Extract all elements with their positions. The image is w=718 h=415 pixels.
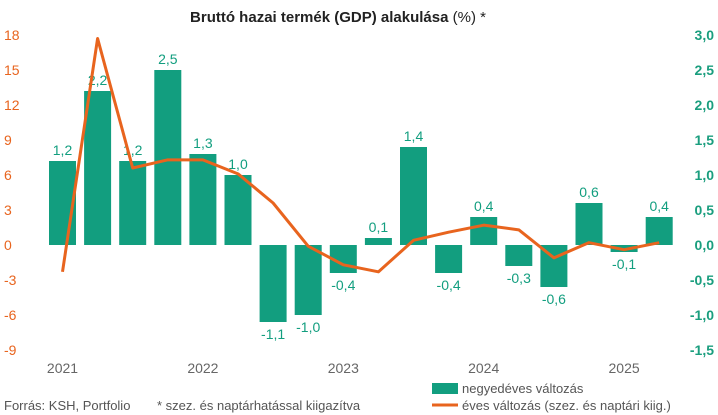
bar bbox=[259, 245, 287, 322]
bar-value-label: -0,1 bbox=[612, 256, 636, 272]
line-series-annual bbox=[61, 37, 660, 274]
bar-value-label: 1,3 bbox=[193, 135, 213, 151]
source-text: Forrás: KSH, Portfolio bbox=[4, 398, 130, 413]
bar-value-labels: 1,22,21,22,51,31,0-1,1 -1,0-0,40,11,4-0,4… bbox=[53, 51, 669, 342]
bar-value-label: 0,1 bbox=[369, 219, 389, 235]
right-axis-tick-label: 0,0 bbox=[695, 237, 715, 253]
left-axis-tick-label: 12 bbox=[4, 97, 20, 113]
legend-bar-swatch bbox=[432, 383, 458, 394]
bar bbox=[364, 238, 392, 245]
bar-value-label: 0,6 bbox=[579, 184, 599, 200]
bar-value-label: 0,4 bbox=[474, 198, 494, 214]
right-axis-tick-label: 1,5 bbox=[695, 132, 715, 148]
chart-title-main: Bruttó hazai termék (GDP) alakulása bbox=[190, 9, 449, 26]
right-axis-tick-label: 3,0 bbox=[695, 27, 715, 43]
chart-title: Bruttó hazai termék (GDP) alakulása (%) … bbox=[190, 9, 486, 26]
x-axis-tick-label: 2022 bbox=[187, 360, 218, 376]
legend: negyedéves változás éves változás (szez.… bbox=[432, 381, 671, 413]
bar-value-label: 1,4 bbox=[404, 128, 424, 144]
right-axis-tick-label: -1,5 bbox=[690, 342, 714, 358]
bar bbox=[435, 245, 463, 273]
footnote-text: * szez. és naptárhatással kiigazítva bbox=[157, 398, 361, 413]
bar-value-label: -1,1 bbox=[261, 326, 285, 342]
left-axis-tick-label: 15 bbox=[4, 62, 20, 78]
left-axis-tick-label: -6 bbox=[4, 307, 17, 323]
bar bbox=[119, 161, 147, 245]
bar bbox=[294, 245, 322, 315]
bar bbox=[505, 245, 533, 266]
bar-value-label: -0,4 bbox=[331, 277, 355, 293]
annual-change-line bbox=[61, 37, 660, 274]
bar-value-label: 1,0 bbox=[228, 156, 248, 172]
bar-value-label: -0,3 bbox=[507, 270, 531, 286]
left-axis-tick-label: -9 bbox=[4, 342, 17, 358]
bar-value-label: -1,0 bbox=[296, 319, 320, 335]
right-axis-tick-label: 0,5 bbox=[695, 202, 715, 218]
right-axis-tick-label: -0,5 bbox=[690, 272, 714, 288]
legend-bar-label: negyedéves változás bbox=[462, 381, 584, 396]
bar-series-quarterly bbox=[49, 70, 673, 322]
bar-value-label: -0,4 bbox=[437, 277, 461, 293]
left-axis-tick-label: 6 bbox=[4, 167, 12, 183]
bar bbox=[470, 217, 498, 245]
left-axis-tick-label: -3 bbox=[4, 272, 17, 288]
x-axis-ticks: 2021 2022 2023 2024 2025 bbox=[47, 360, 640, 376]
bar-value-label: 1,2 bbox=[53, 142, 73, 158]
left-axis-tick-label: 0 bbox=[4, 237, 12, 253]
right-axis-tick-label: -1,0 bbox=[690, 307, 714, 323]
bar bbox=[84, 91, 112, 245]
legend-line-label: éves változás (szez. és naptári kiig.) bbox=[462, 398, 671, 413]
left-axis-ticks: 18 15 12 9 6 3 0 -3 -6 -9 bbox=[4, 27, 20, 358]
left-axis-tick-label: 9 bbox=[4, 132, 12, 148]
bar-value-label: 2,5 bbox=[158, 51, 178, 67]
right-axis-ticks: 3,0 2,5 2,0 1,5 1,0 0,5 0,0 -0,5 -1,0 -1,5 bbox=[690, 27, 714, 358]
chart-title-suffix: (%) * bbox=[448, 9, 486, 26]
bar bbox=[645, 217, 673, 245]
bar-value-label: 0,4 bbox=[649, 198, 669, 214]
right-axis-tick-label: 2,0 bbox=[695, 97, 715, 113]
x-axis-tick-label: 2023 bbox=[328, 360, 359, 376]
bar bbox=[575, 203, 603, 245]
x-axis-tick-label: 2025 bbox=[609, 360, 640, 376]
right-axis-tick-label: 2,5 bbox=[695, 62, 715, 78]
bar bbox=[224, 175, 252, 245]
bar-value-label: -0,6 bbox=[542, 291, 566, 307]
left-axis-tick-label: 18 bbox=[4, 27, 20, 43]
right-axis-tick-label: 1,0 bbox=[695, 167, 715, 183]
bar bbox=[154, 70, 182, 245]
bar bbox=[400, 147, 427, 245]
x-axis-tick-label: 2021 bbox=[47, 360, 78, 376]
x-axis-tick-label: 2024 bbox=[468, 360, 499, 376]
bar bbox=[189, 154, 217, 245]
left-axis-tick-label: 3 bbox=[4, 202, 12, 218]
